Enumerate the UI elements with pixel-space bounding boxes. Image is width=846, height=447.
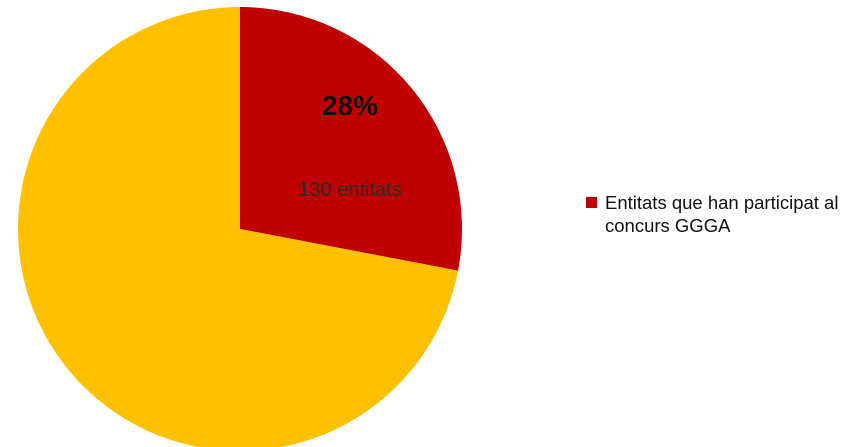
legend-item: Entitats que han participat al concurs G… — [586, 191, 841, 237]
legend-swatch — [586, 197, 597, 208]
slice-percent-label: 28% — [322, 90, 378, 121]
pie-chart: 28% 130 entitats — [18, 7, 463, 447]
pie-slices — [18, 7, 463, 447]
slice-count-label: 130 entitats — [298, 179, 401, 201]
pie-chart-svg: 28% 130 entitats — [18, 7, 463, 447]
legend: Entitats que han participat al concurs G… — [586, 191, 841, 237]
legend-label: Entitats que han participat al concurs G… — [605, 192, 839, 236]
pie-slice-1 — [18, 7, 459, 447]
pie-slice-0 — [240, 7, 463, 271]
